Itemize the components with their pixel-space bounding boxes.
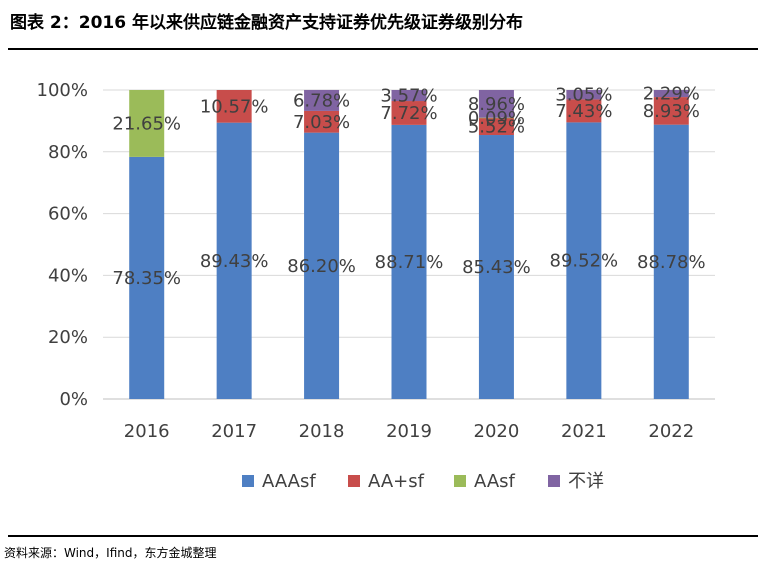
legend-swatch bbox=[454, 475, 466, 487]
data-label: 21.65% bbox=[112, 113, 181, 134]
y-tick-label: 20% bbox=[48, 327, 88, 348]
legend: AAAsf AA+sf AAsf 不详 bbox=[242, 471, 604, 492]
data-label: 5.52% bbox=[468, 116, 525, 137]
bar-segment bbox=[391, 90, 427, 102]
x-tick-label: 2019 bbox=[386, 421, 432, 442]
bar-segment bbox=[566, 122, 602, 399]
legend-label: 不详 bbox=[568, 471, 604, 492]
data-label: 78.35% bbox=[112, 268, 181, 289]
bar-segment bbox=[478, 117, 514, 136]
x-tick-label: 2020 bbox=[474, 421, 520, 442]
bar-segment bbox=[216, 122, 252, 399]
y-tick-label: 80% bbox=[48, 142, 88, 163]
legend-label: AAAsf bbox=[262, 471, 316, 492]
bar-segment bbox=[129, 90, 165, 157]
y-tick-label: 60% bbox=[48, 204, 88, 225]
data-label: 7.43% bbox=[555, 101, 612, 122]
stacked-bar-chart: 0% 20% 40% 60% 80% 100% 2016 2017 2018 2019 2020 20… bbox=[37, 80, 715, 492]
data-label: 6.78% bbox=[293, 90, 350, 111]
bar-segment bbox=[391, 101, 427, 125]
data-label: 89.52% bbox=[550, 251, 619, 272]
bar-segment bbox=[391, 124, 427, 399]
bar-segment bbox=[129, 156, 165, 399]
data-label: 7.03% bbox=[293, 112, 350, 133]
data-label: 85.43% bbox=[462, 257, 531, 278]
bar-segment bbox=[653, 90, 689, 98]
x-tick-label: 2022 bbox=[648, 421, 694, 442]
bar-segment bbox=[304, 110, 340, 133]
data-label: 8.93% bbox=[643, 101, 700, 122]
source-note: 资料来源：Wind，Ifind，东方金城整理 bbox=[4, 546, 217, 560]
bar-segment bbox=[653, 124, 689, 399]
bar-segment bbox=[478, 135, 514, 399]
data-label: 86.20% bbox=[287, 256, 356, 277]
data-labels: 78.35% 21.65% 89.43% 10.57% 86.20% 7.03%6.78%… bbox=[112, 84, 705, 289]
data-label: 8.96% bbox=[468, 94, 525, 115]
top-rule bbox=[8, 48, 758, 50]
bars bbox=[129, 89, 689, 399]
data-label: 0.09% bbox=[468, 108, 525, 129]
x-tick-label: 2016 bbox=[124, 421, 170, 442]
data-label: 3.57% bbox=[380, 86, 437, 107]
legend-label: AA+sf bbox=[368, 471, 425, 492]
data-label: 89.43% bbox=[200, 251, 269, 272]
axes: 0% 20% 40% 60% 80% 100% 2016 2017 2018 2019 2020 20… bbox=[37, 80, 695, 442]
bottom-rule bbox=[8, 535, 758, 537]
data-label: 88.78% bbox=[637, 252, 706, 273]
data-label: 88.71% bbox=[375, 252, 444, 273]
bar-segment bbox=[304, 89, 340, 111]
legend-label: AAsf bbox=[474, 471, 516, 492]
y-tick-label: 100% bbox=[37, 80, 88, 101]
bar-segment bbox=[566, 90, 602, 100]
data-label: 3.05% bbox=[555, 85, 612, 106]
data-label: 10.57% bbox=[200, 96, 269, 117]
bar-segment bbox=[478, 90, 514, 118]
bar-segment bbox=[304, 132, 340, 399]
bar-segment bbox=[216, 90, 252, 123]
y-tick-label: 0% bbox=[59, 389, 88, 410]
bar-segment bbox=[478, 117, 514, 119]
legend-swatch bbox=[548, 475, 560, 487]
legend-swatch bbox=[348, 475, 360, 487]
bar-segment bbox=[653, 97, 689, 125]
bar-segment bbox=[566, 99, 602, 123]
data-label: 7.72% bbox=[380, 103, 437, 124]
x-tick-label: 2018 bbox=[299, 421, 345, 442]
legend-swatch bbox=[242, 475, 254, 487]
y-tick-label: 40% bbox=[48, 265, 88, 286]
data-label: 2.29% bbox=[643, 84, 700, 105]
chart-title: 图表 2：2016 年以来供应链金融资产支持证券优先级证券级别分布 bbox=[10, 13, 523, 33]
x-tick-label: 2021 bbox=[561, 421, 607, 442]
x-tick-label: 2017 bbox=[211, 421, 257, 442]
